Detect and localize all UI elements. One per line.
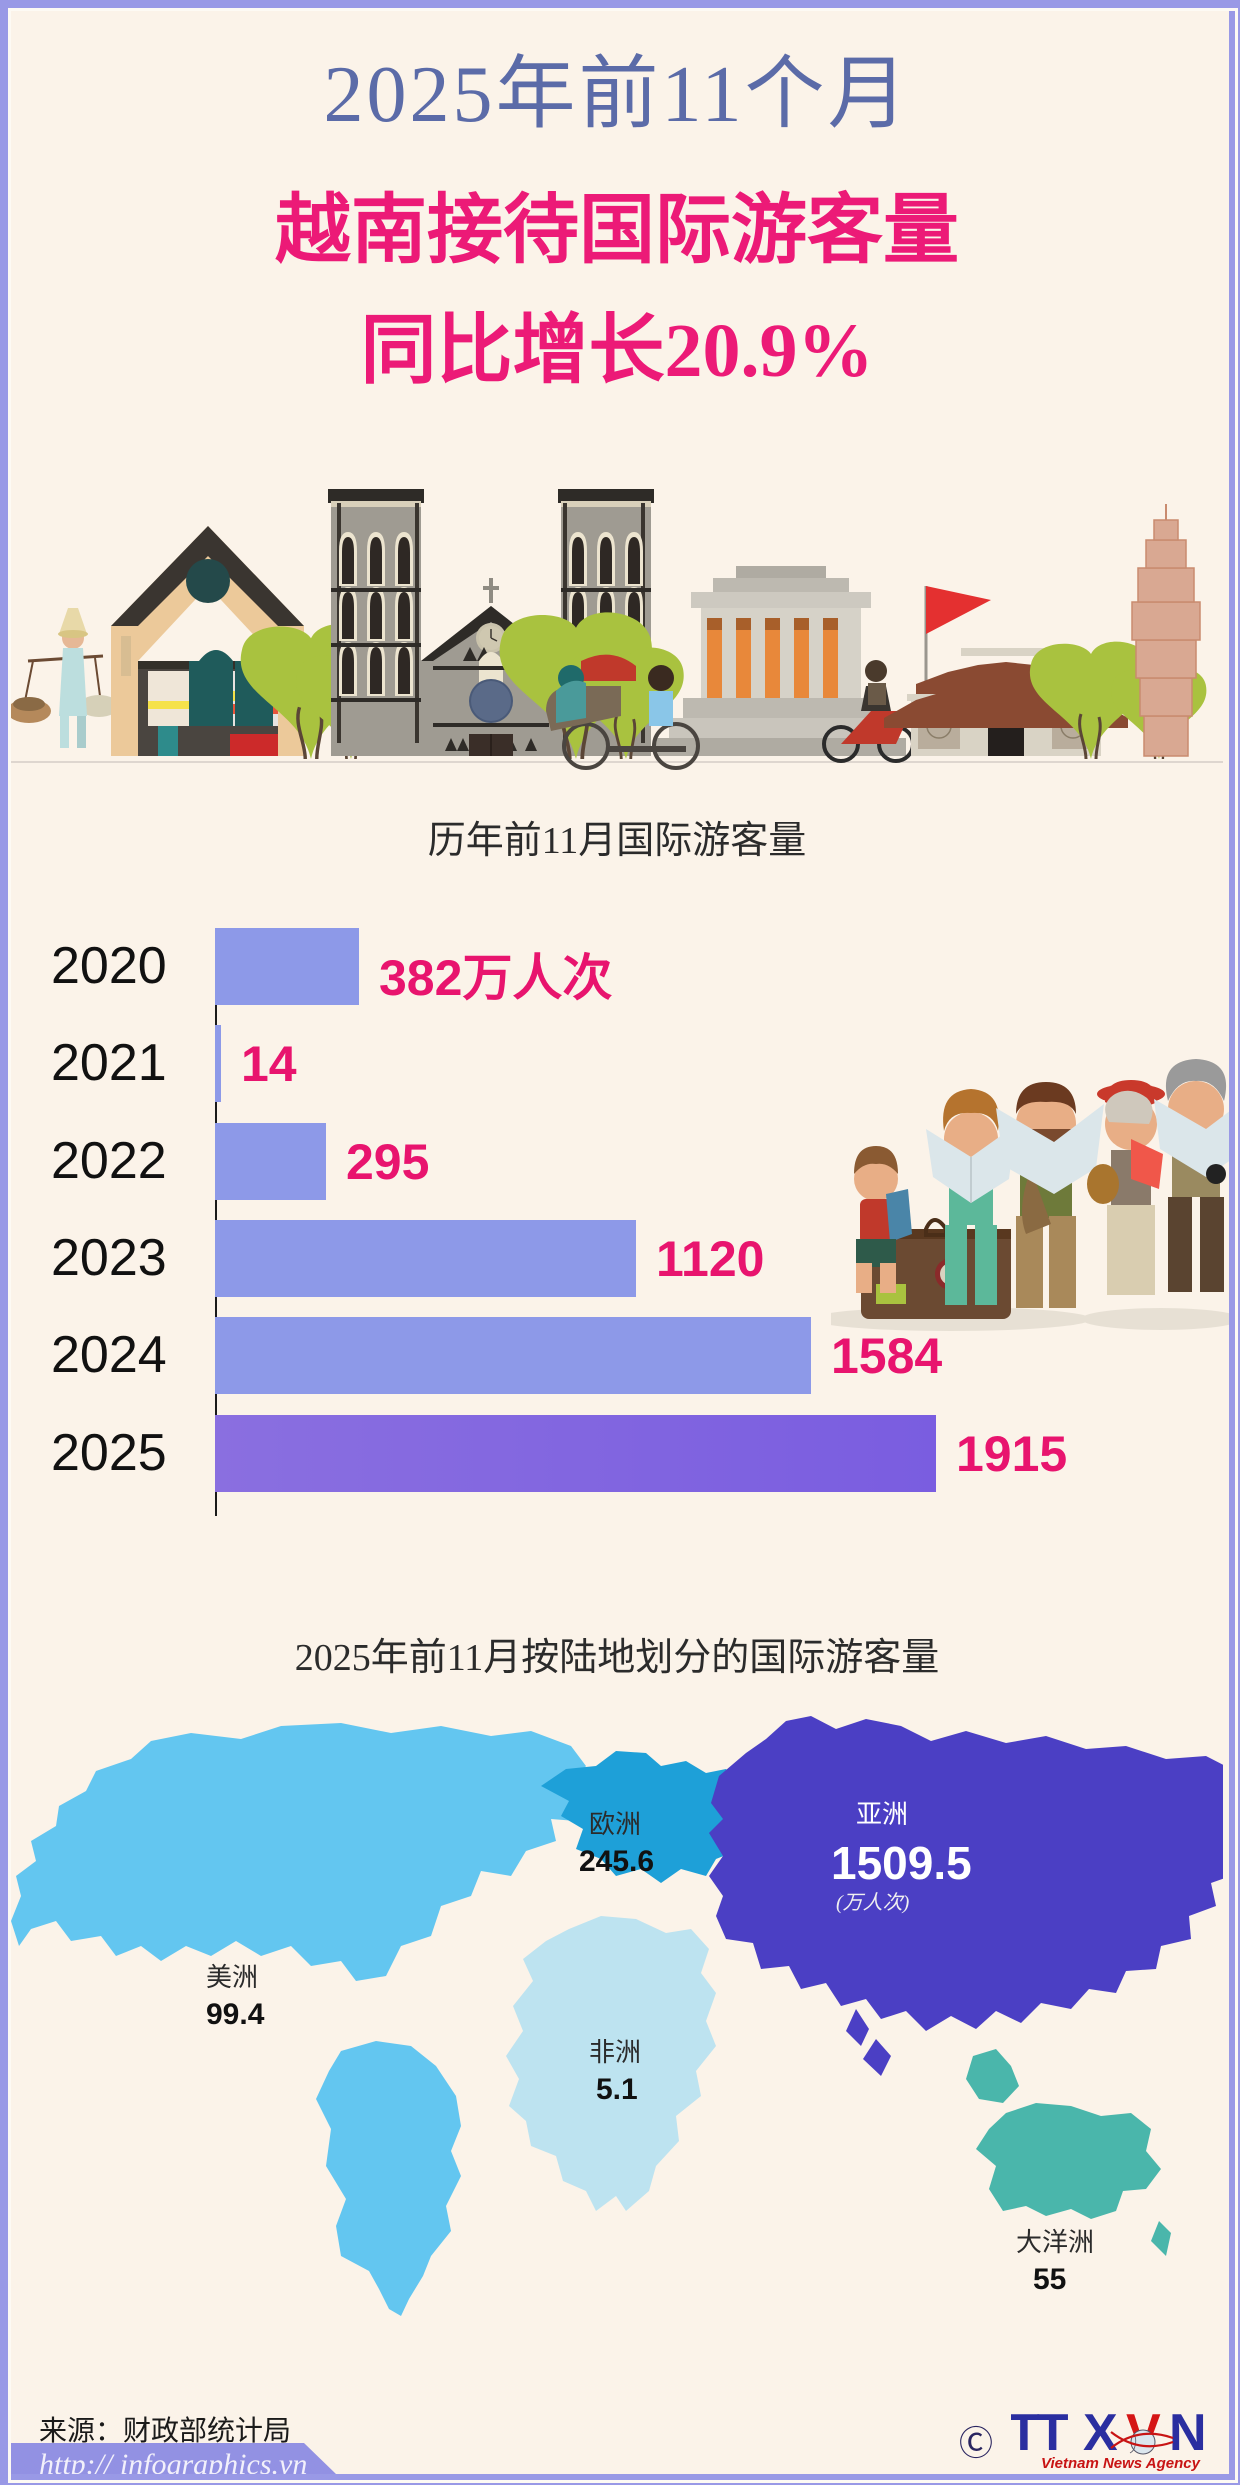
svg-text:美洲: 美洲	[206, 1963, 258, 1992]
svg-text:55: 55	[1033, 2263, 1066, 2296]
svg-text:大洋洲: 大洋洲	[1016, 2228, 1094, 2257]
svg-text:245.6: 245.6	[579, 1845, 654, 1878]
svg-text:欧洲: 欧洲	[589, 1810, 641, 1839]
svg-text:TT: TT	[1011, 2404, 1069, 2462]
svg-text:1509.5: 1509.5	[831, 1837, 972, 1889]
svg-text:Vietnam News Agency: Vietnam News Agency	[1041, 2455, 1201, 2472]
svg-text:(万人次): (万人次)	[836, 1892, 910, 1914]
svg-text:非洲: 非洲	[589, 2038, 641, 2067]
svg-text:N: N	[1169, 2404, 1204, 2462]
svg-text:5.1: 5.1	[596, 2073, 638, 2106]
svg-text:99.4: 99.4	[206, 1998, 265, 2031]
svg-text:亚洲: 亚洲	[856, 1800, 908, 1829]
